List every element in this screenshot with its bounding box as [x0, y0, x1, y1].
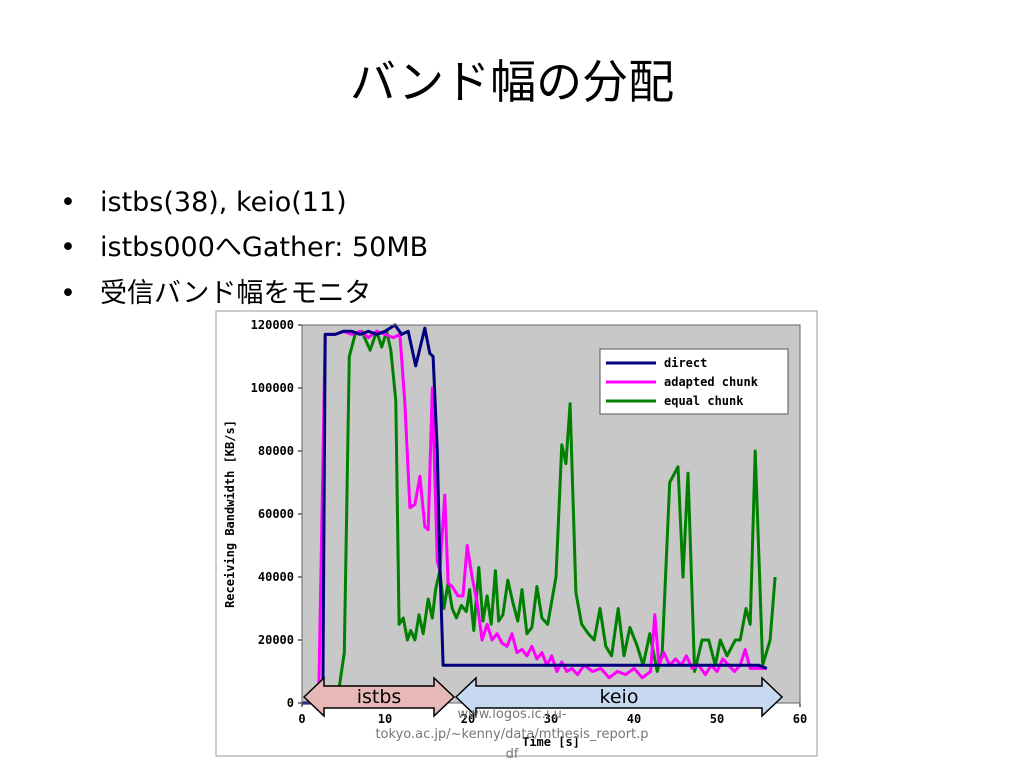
source-line: df	[506, 747, 519, 762]
chart: 0 20000 40000 60000 80000 100000 120000 0 10 20 30…	[251, 318, 808, 726]
bullet: istbs000へGather: 50MB	[100, 232, 428, 263]
istbs-arrow	[302, 676, 456, 718]
bullet: 受信バンド幅をモニタ	[100, 278, 371, 309]
y-tick-label: 0	[287, 696, 294, 710]
legend-label: direct	[664, 356, 707, 370]
y-tick-label: 20000	[258, 633, 294, 647]
x-tick-label: 50	[710, 712, 724, 726]
x-tick-label: 0	[298, 712, 305, 726]
y-tick-label: 100000	[251, 381, 294, 395]
bullets: • istbs(38), keio(11) • istbs000へGather:…	[60, 187, 428, 309]
source: www.logos.ic.i.u- tokyo.ac.jp/~kenny/dat…	[375, 707, 648, 762]
range-arrows: istbs keio	[302, 676, 784, 718]
slide-title: バンド幅の分配	[350, 55, 674, 109]
keio-arrow	[454, 676, 784, 718]
source-line: tokyo.ac.jp/~kenny/data/mthesis_report.p	[375, 727, 648, 742]
x-axis-label: Time [s]	[522, 735, 580, 749]
y-axis-label: Receiving Bandwidth [KB/s]	[223, 420, 237, 608]
y-tick-label: 120000	[251, 318, 294, 332]
bullet-dot: •	[60, 232, 76, 263]
x-tick-label: 40	[627, 712, 641, 726]
x-tick-label: 60	[793, 712, 807, 726]
y-tick-label: 80000	[258, 444, 294, 458]
bullet-dot: •	[60, 278, 76, 309]
x-tick-label: 30	[544, 712, 558, 726]
x-tick-label: 20	[461, 712, 475, 726]
legend-label: equal chunk	[664, 394, 744, 408]
legend: direct adapted chunk equal chunk	[599, 348, 789, 415]
y-tick-label: 60000	[258, 507, 294, 521]
series-line	[302, 329, 767, 705]
arrow-label: istbs	[357, 686, 402, 708]
source-line: www.logos.ic.i.u-	[457, 707, 566, 722]
y-tick-label: 40000	[258, 570, 294, 584]
bullet-dot: •	[60, 187, 76, 218]
series-line	[302, 329, 777, 705]
bullet: istbs(38), keio(11)	[100, 187, 347, 218]
x-tick-label: 10	[378, 712, 392, 726]
arrow-label: keio	[600, 686, 639, 708]
legend-label: adapted chunk	[664, 375, 759, 389]
series-line	[302, 323, 768, 705]
